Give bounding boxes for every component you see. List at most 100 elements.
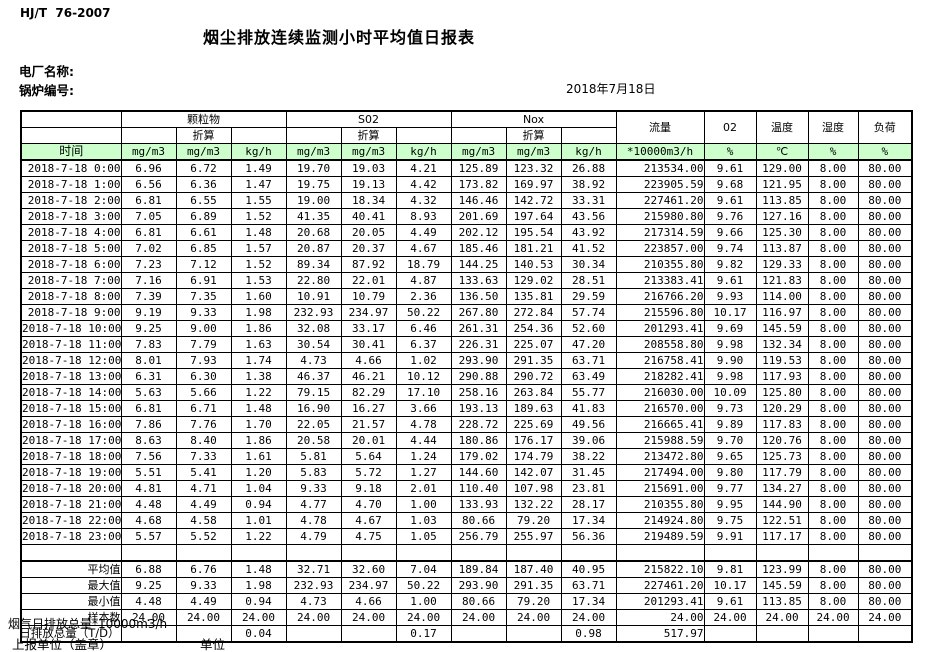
value-cell: 1.61 bbox=[230, 448, 287, 465]
value-cell: 80.00 bbox=[857, 496, 913, 513]
table-row: 2018-7-18 15:00 6.81 6.71 1.48 16.90 16.27 3.6… bbox=[20, 400, 913, 417]
summary-value: 6.88 bbox=[120, 560, 177, 578]
value-cell: 215988.59 bbox=[615, 432, 705, 449]
value-cell: 80.00 bbox=[857, 240, 913, 257]
value-cell: 9.33 bbox=[175, 304, 232, 321]
time-cell: 2018-7-18 20:00 bbox=[20, 480, 122, 497]
value-cell: 193.13 bbox=[450, 400, 507, 417]
header-so2: S02 bbox=[285, 110, 452, 128]
value-cell: 46.21 bbox=[340, 368, 397, 385]
value-cell: 125.73 bbox=[755, 448, 809, 465]
value-cell: 22.80 bbox=[285, 272, 342, 289]
value-cell: 80.00 bbox=[857, 208, 913, 225]
value-cell: 30.34 bbox=[560, 256, 617, 273]
value-cell: 125.30 bbox=[755, 224, 809, 241]
value-cell: 6.55 bbox=[175, 192, 232, 209]
value-cell: 89.34 bbox=[285, 256, 342, 273]
summary-value: 7.04 bbox=[395, 560, 452, 578]
value-cell: 19.03 bbox=[340, 159, 397, 177]
summary-value: 0.94 bbox=[230, 593, 287, 610]
value-cell: 216665.41 bbox=[615, 416, 705, 433]
value-cell: 20.68 bbox=[285, 224, 342, 241]
table-row: 2018-7-18 21:00 4.48 4.49 0.94 4.77 4.70 1.00 1… bbox=[20, 496, 913, 513]
value-cell: 16.90 bbox=[285, 400, 342, 417]
subheader-blank bbox=[20, 127, 122, 144]
value-cell: 7.39 bbox=[120, 288, 177, 305]
value-cell: 1.60 bbox=[230, 288, 287, 305]
value-cell: 215691.00 bbox=[615, 480, 705, 497]
emission-report-table: 颗粒物 S02 Nox 流量 02 温度 湿度 负荷 折算 折算 折算 bbox=[20, 110, 914, 643]
value-cell: 223905.59 bbox=[615, 176, 705, 193]
header-nox: Nox bbox=[450, 110, 617, 128]
value-cell: 8.00 bbox=[807, 240, 859, 257]
value-cell: 1.00 bbox=[395, 496, 452, 513]
value-cell: 9.73 bbox=[703, 400, 757, 417]
value-cell: 1.48 bbox=[230, 400, 287, 417]
value-cell: 179.02 bbox=[450, 448, 507, 465]
value-cell: 4.49 bbox=[395, 224, 452, 241]
value-cell: 5.66 bbox=[175, 384, 232, 401]
value-cell: 38.92 bbox=[560, 176, 617, 193]
value-cell: 17.10 bbox=[395, 384, 452, 401]
empty-cell bbox=[703, 544, 757, 562]
value-cell: 176.17 bbox=[505, 432, 562, 449]
value-cell: 129.00 bbox=[755, 159, 809, 177]
value-cell: 7.93 bbox=[175, 352, 232, 369]
empty-cell bbox=[230, 544, 287, 562]
subheader-blank bbox=[560, 127, 617, 144]
value-cell: 6.89 bbox=[175, 208, 232, 225]
subheader-so2-converted: 折算 bbox=[340, 127, 397, 144]
value-cell: 267.80 bbox=[450, 304, 507, 321]
value-cell: 142.07 bbox=[505, 464, 562, 481]
value-cell: 1.63 bbox=[230, 336, 287, 353]
value-cell: 9.93 bbox=[703, 288, 757, 305]
value-cell: 210355.80 bbox=[615, 496, 705, 513]
value-cell: 125.80 bbox=[755, 384, 809, 401]
value-cell: 9.66 bbox=[703, 224, 757, 241]
unit-cell: mg/m3 bbox=[340, 143, 397, 161]
summary-value: 24.00 bbox=[807, 609, 859, 626]
value-cell: 1.03 bbox=[395, 512, 452, 529]
value-cell: 19.00 bbox=[285, 192, 342, 209]
value-cell: 9.61 bbox=[703, 159, 757, 177]
value-cell: 6.81 bbox=[120, 400, 177, 417]
value-cell: 80.00 bbox=[857, 320, 913, 337]
daily-total-value: 0.04 bbox=[230, 625, 287, 643]
value-cell: 46.37 bbox=[285, 368, 342, 385]
value-cell: 9.68 bbox=[703, 176, 757, 193]
value-cell: 80.00 bbox=[857, 288, 913, 305]
unit-cell: mg/m3 bbox=[120, 143, 177, 161]
value-cell: 63.49 bbox=[560, 368, 617, 385]
value-cell: 8.00 bbox=[807, 176, 859, 193]
unit-cell: mg/m3 bbox=[175, 143, 232, 161]
summary-row: 样本数 24.00 24.00 24.00 24.00 24.00 24.00 24.00 24… bbox=[20, 609, 913, 626]
value-cell: 8.00 bbox=[807, 272, 859, 289]
value-cell: 80.00 bbox=[857, 480, 913, 497]
value-cell: 31.45 bbox=[560, 464, 617, 481]
time-cell: 2018-7-18 9:00 bbox=[20, 304, 122, 321]
unit-cell: % bbox=[857, 143, 913, 161]
value-cell: 201293.41 bbox=[615, 320, 705, 337]
value-cell: 1.74 bbox=[230, 352, 287, 369]
value-cell: 28.51 bbox=[560, 272, 617, 289]
value-cell: 1.53 bbox=[230, 272, 287, 289]
empty-cell bbox=[615, 544, 705, 562]
value-cell: 80.00 bbox=[857, 512, 913, 529]
value-cell: 261.31 bbox=[450, 320, 507, 337]
value-cell: 135.81 bbox=[505, 288, 562, 305]
value-cell: 1.22 bbox=[230, 384, 287, 401]
value-cell: 80.00 bbox=[857, 192, 913, 209]
summary-value: 80.00 bbox=[857, 560, 913, 578]
value-cell: 6.91 bbox=[175, 272, 232, 289]
summary-value: 9.33 bbox=[175, 577, 232, 594]
daily-total-value: 0.98 bbox=[560, 625, 617, 643]
table-row: 2018-7-18 14:00 5.63 5.66 1.22 79.15 82.29 17.… bbox=[20, 384, 913, 401]
summary-value: 24.00 bbox=[505, 609, 562, 626]
value-cell: 254.36 bbox=[505, 320, 562, 337]
value-cell: 107.98 bbox=[505, 480, 562, 497]
subheader-blank bbox=[395, 127, 452, 144]
value-cell: 7.16 bbox=[120, 272, 177, 289]
value-cell: 5.52 bbox=[175, 528, 232, 545]
value-cell: 215980.80 bbox=[615, 208, 705, 225]
value-cell: 4.68 bbox=[120, 512, 177, 529]
